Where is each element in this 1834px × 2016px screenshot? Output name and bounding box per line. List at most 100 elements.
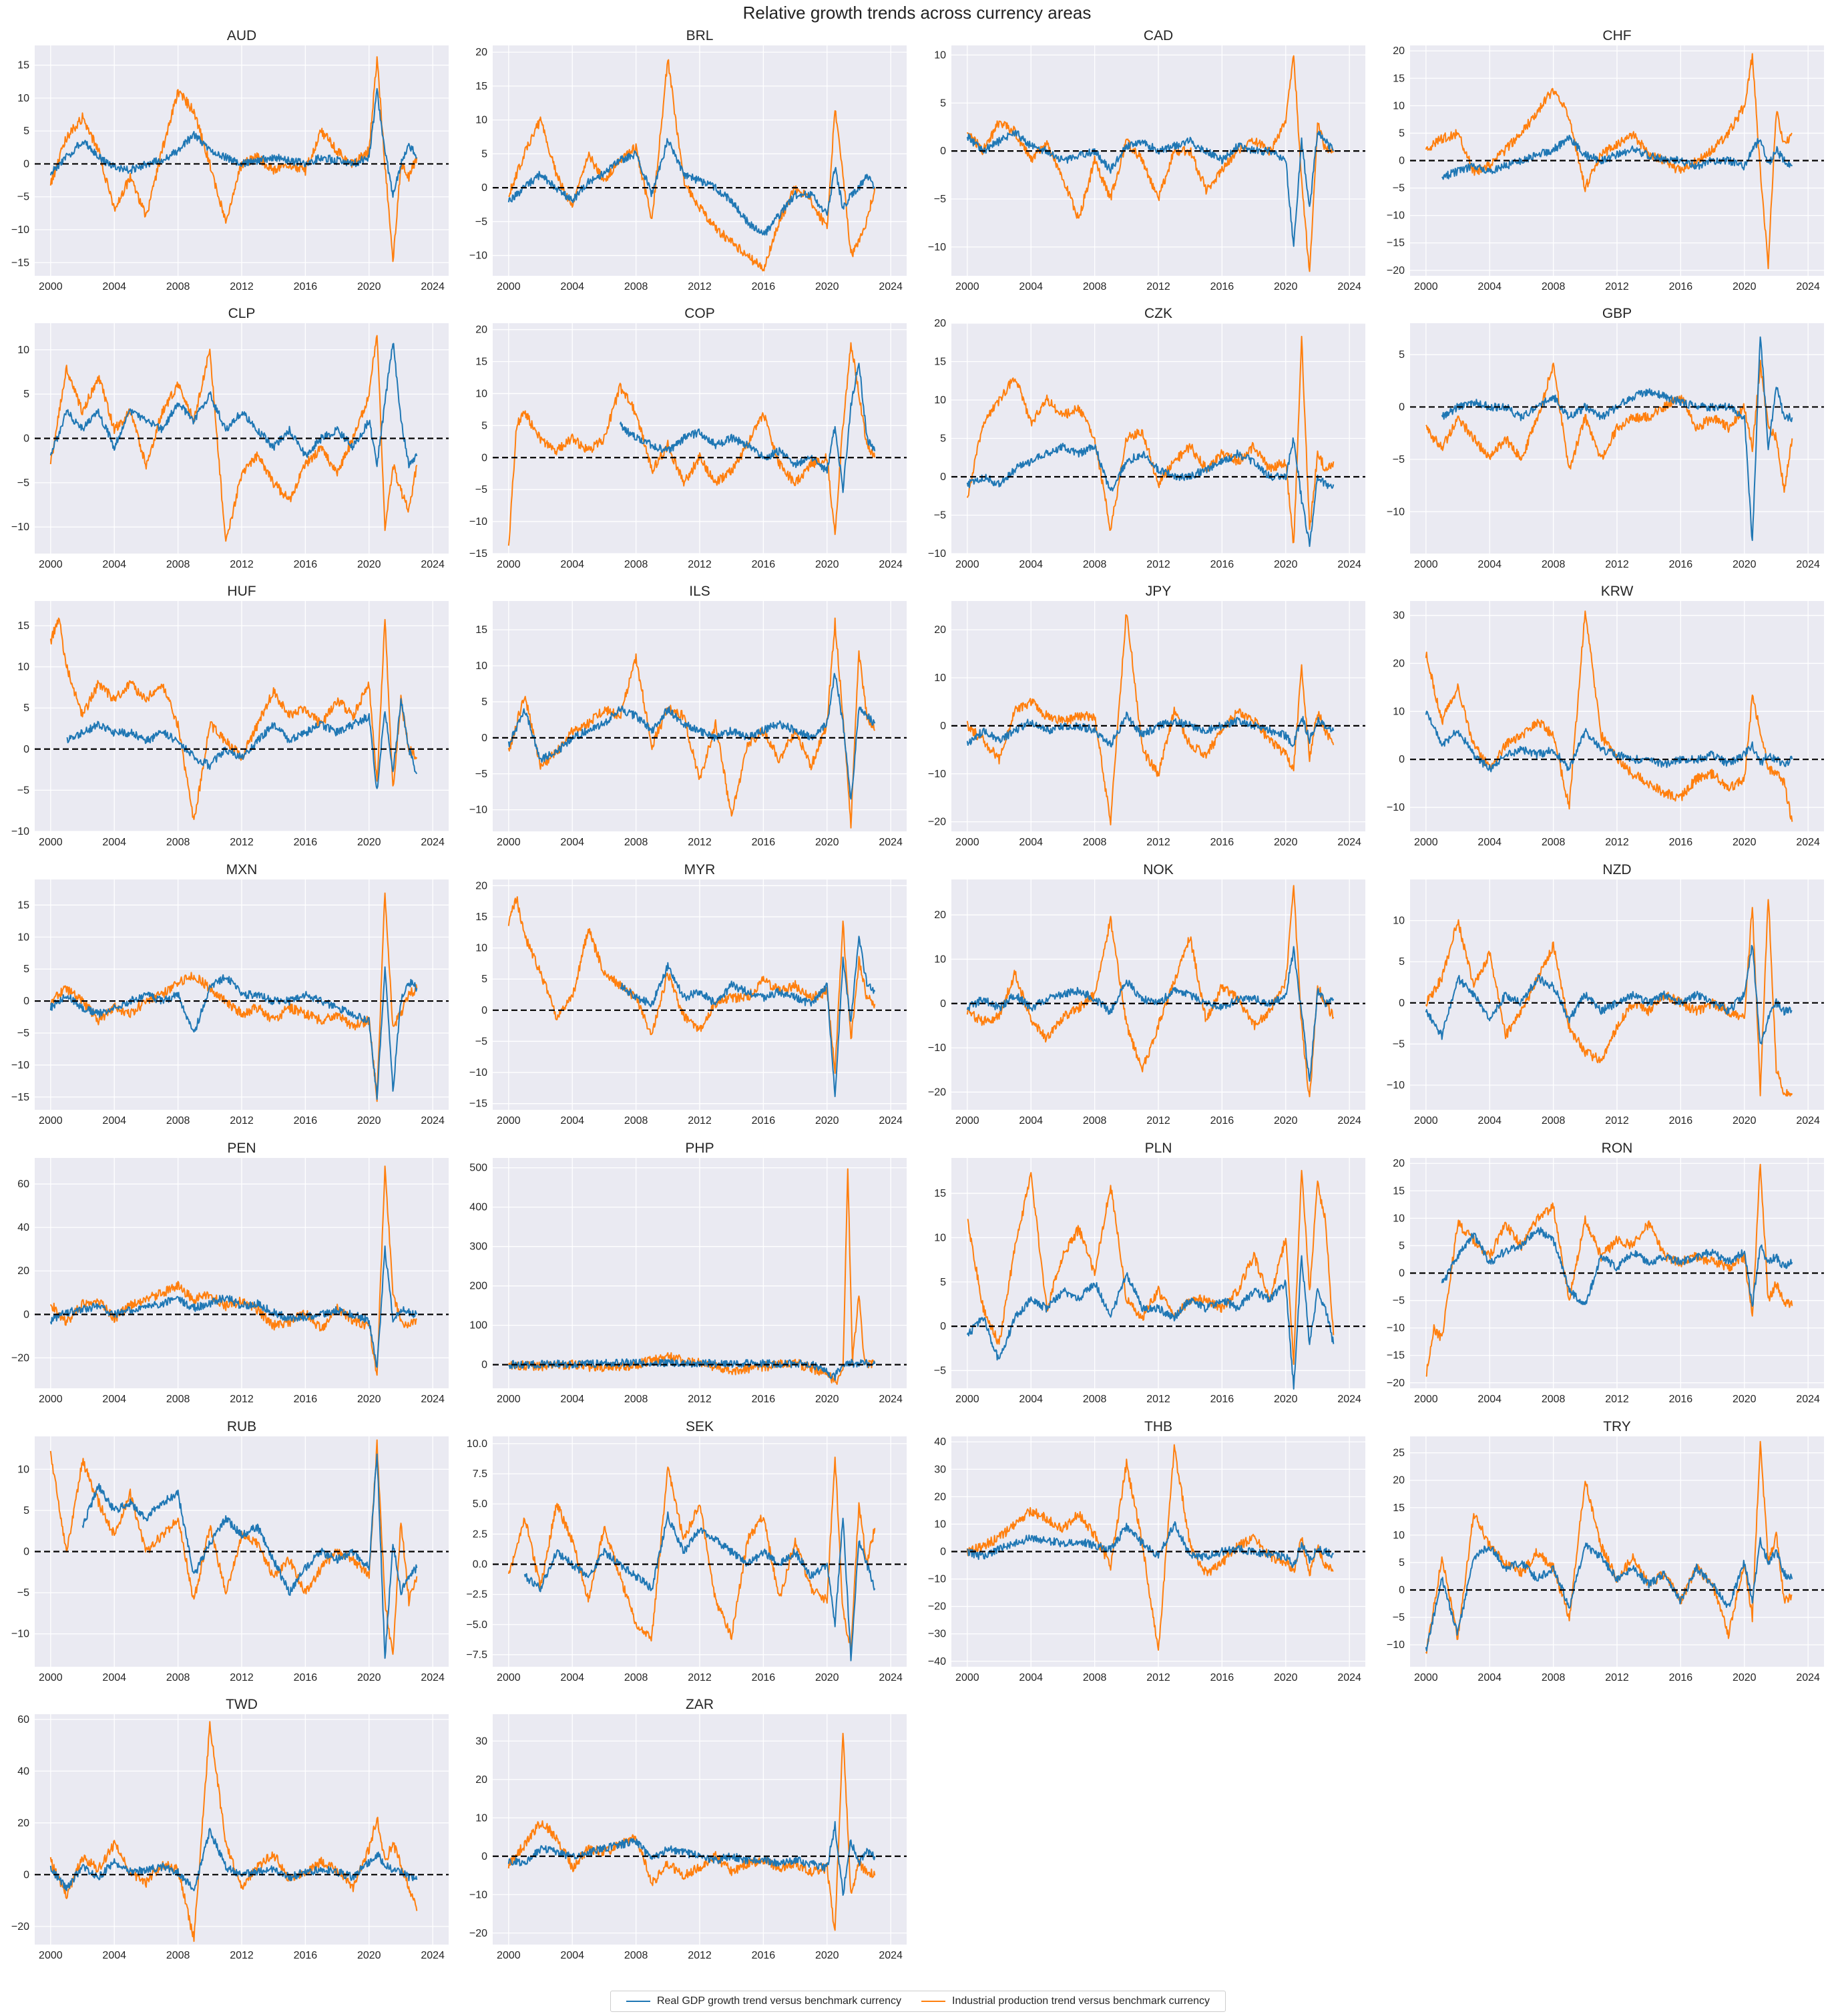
y-tick-label: −10 bbox=[1387, 210, 1405, 222]
panel-title: GBP bbox=[1602, 306, 1632, 321]
panel-jpy: JPY 2000 2004 2008 2012 2016 2020 2024 −20 −10 0 10… bbox=[928, 584, 1365, 848]
x-tick-label: 2020 bbox=[1274, 559, 1298, 570]
y-tick-label: 30 bbox=[1393, 610, 1405, 622]
x-tick-label: 2012 bbox=[1146, 281, 1170, 292]
y-tick-label: 0 bbox=[23, 1547, 29, 1558]
panel-myr: MYR 2000 2004 2008 2012 2016 2020 2024 −15 −10 −5 0… bbox=[469, 862, 907, 1127]
x-tick-label: 2012 bbox=[688, 559, 712, 570]
x-tick-label: 2020 bbox=[815, 1115, 839, 1127]
x-tick-label: 2000 bbox=[497, 1950, 521, 1961]
x-tick-label: 2024 bbox=[1337, 1394, 1361, 1405]
x-tick-label: 2000 bbox=[1414, 281, 1438, 292]
y-tick-label: 5 bbox=[1399, 1240, 1405, 1251]
panel-chf: CHF 2000 2004 2008 2012 2016 2020 2024 −20 −15 −10… bbox=[1387, 28, 1824, 292]
y-tick-label: 10 bbox=[1393, 100, 1405, 112]
x-tick-label: 2008 bbox=[1542, 559, 1566, 570]
panel-cad: CAD 2000 2004 2008 2012 2016 2020 2024 −10 −5 0 5 10 bbox=[928, 28, 1365, 292]
y-tick-label: 15 bbox=[17, 60, 29, 71]
y-tick-label: 5 bbox=[23, 126, 29, 137]
series-line-real-gdp bbox=[508, 1358, 876, 1381]
y-tick-label: 10 bbox=[1393, 916, 1405, 927]
y-tick-label: 20 bbox=[17, 1265, 29, 1277]
y-tick-label: 10 bbox=[1393, 1213, 1405, 1224]
x-tick-label: 2004 bbox=[560, 281, 584, 292]
x-tick-label: 2004 bbox=[1019, 281, 1043, 292]
x-tick-label: 2008 bbox=[166, 1394, 190, 1405]
x-tick-label: 2000 bbox=[497, 1115, 521, 1127]
y-tick-label: −10 bbox=[11, 1629, 29, 1640]
x-tick-label: 2000 bbox=[955, 1394, 979, 1405]
y-tick-label: −5 bbox=[17, 1587, 29, 1599]
y-tick-label: −15 bbox=[11, 1092, 29, 1103]
y-tick-label: −15 bbox=[11, 257, 29, 268]
y-tick-label: −7.5 bbox=[466, 1649, 487, 1661]
y-tick-label: 5 bbox=[23, 964, 29, 975]
x-tick-label: 2004 bbox=[1019, 1115, 1043, 1127]
x-tick-label: 2024 bbox=[421, 1672, 445, 1683]
x-tick-label: 2020 bbox=[1733, 1115, 1757, 1127]
series-line-industrial-production bbox=[507, 617, 876, 829]
x-tick-label: 2024 bbox=[421, 281, 445, 292]
y-tick-label: −5 bbox=[475, 769, 487, 780]
x-tick-label: 2008 bbox=[1083, 559, 1107, 570]
x-tick-label: 2004 bbox=[1019, 1672, 1043, 1683]
y-tick-label: 15 bbox=[475, 81, 487, 92]
y-tick-label: −2.5 bbox=[466, 1589, 487, 1601]
x-tick-label: 2000 bbox=[39, 1672, 63, 1683]
series-line-real-gdp bbox=[49, 966, 418, 1100]
x-tick-label: 2008 bbox=[624, 837, 648, 848]
y-tick-label: 20 bbox=[1393, 45, 1405, 57]
y-tick-label: 20 bbox=[1393, 1158, 1405, 1169]
x-tick-label: 2008 bbox=[1542, 1115, 1566, 1127]
x-tick-label: 2016 bbox=[1210, 837, 1234, 848]
x-tick-label: 2016 bbox=[1210, 1115, 1234, 1127]
x-tick-label: 2008 bbox=[1542, 1672, 1566, 1683]
x-tick-label: 2012 bbox=[1146, 1394, 1170, 1405]
y-tick-label: 5 bbox=[940, 433, 946, 445]
x-tick-label: 2020 bbox=[1733, 1394, 1757, 1405]
panel-title: KRW bbox=[1601, 584, 1634, 599]
x-tick-label: 2000 bbox=[1414, 1115, 1438, 1127]
series-line-real-gdp bbox=[619, 363, 876, 493]
series-line-real-gdp bbox=[49, 343, 418, 469]
x-tick-label: 2020 bbox=[357, 1115, 381, 1127]
x-tick-label: 2008 bbox=[1083, 1115, 1107, 1127]
series-line-real-gdp bbox=[507, 138, 875, 236]
y-tick-label: 200 bbox=[469, 1281, 487, 1292]
x-tick-label: 2008 bbox=[624, 1950, 648, 1961]
y-tick-label: 25 bbox=[1393, 1448, 1405, 1459]
panel-title: NZD bbox=[1602, 862, 1631, 877]
x-tick-label: 2012 bbox=[1605, 281, 1629, 292]
x-tick-label: 2008 bbox=[624, 1115, 648, 1127]
x-tick-label: 2020 bbox=[1274, 281, 1298, 292]
x-tick-label: 2008 bbox=[166, 559, 190, 570]
x-tick-label: 2024 bbox=[1796, 1672, 1820, 1683]
y-tick-label: −5 bbox=[1393, 1612, 1405, 1623]
y-tick-label: 5 bbox=[1399, 128, 1405, 139]
y-tick-label: 400 bbox=[469, 1202, 487, 1213]
series-line-industrial-production bbox=[507, 1456, 876, 1653]
x-tick-label: 2020 bbox=[1733, 559, 1757, 570]
x-tick-label: 2008 bbox=[1083, 281, 1107, 292]
y-tick-label: −15 bbox=[1387, 238, 1405, 249]
y-tick-label: 0 bbox=[940, 471, 946, 483]
series-line-industrial-production bbox=[1425, 610, 1793, 822]
panel-title: SEK bbox=[686, 1419, 714, 1434]
panel-zar: ZAR 2000 2004 2008 2012 2016 2020 2024 −20 −10 0 10… bbox=[469, 1697, 907, 1961]
x-tick-label: 2016 bbox=[1669, 1115, 1693, 1127]
x-tick-label: 2004 bbox=[1477, 1115, 1502, 1127]
series-line-industrial-production bbox=[507, 342, 876, 546]
y-tick-label: −10 bbox=[469, 1067, 487, 1078]
panel-thb: THB 2000 2004 2008 2012 2016 2020 2024 −40 −30 −20… bbox=[928, 1419, 1365, 1683]
x-tick-label: 2024 bbox=[879, 1115, 903, 1127]
x-tick-label: 2020 bbox=[815, 1394, 839, 1405]
x-tick-label: 2024 bbox=[879, 837, 903, 848]
x-tick-label: 2020 bbox=[1274, 1672, 1298, 1683]
x-tick-label: 2016 bbox=[1669, 559, 1693, 570]
y-tick-label: −10 bbox=[1387, 1080, 1405, 1091]
panel-brl: BRL 2000 2004 2008 2012 2016 2020 2024 −10 −5 0 5 10… bbox=[469, 28, 907, 292]
y-tick-label: 5 bbox=[481, 420, 487, 431]
y-tick-label: 0 bbox=[940, 1321, 946, 1332]
x-tick-label: 2012 bbox=[1605, 837, 1629, 848]
x-tick-label: 2016 bbox=[1210, 1394, 1234, 1405]
